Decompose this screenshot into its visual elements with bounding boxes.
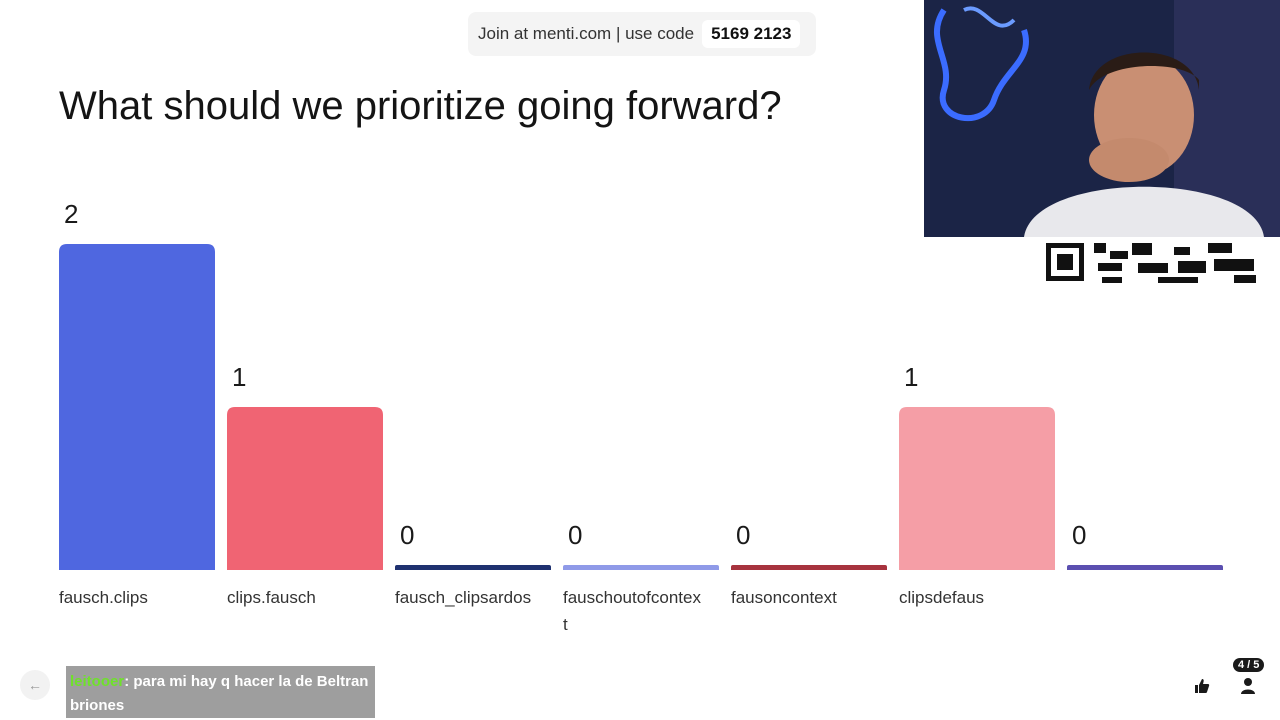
question-title: What should we prioritize going forward?: [59, 84, 782, 128]
bar-5: [731, 565, 887, 570]
thumbs-up-icon: [1195, 679, 1210, 693]
bar-1: [59, 244, 215, 570]
bar-3: [395, 565, 551, 570]
bar-value-label: 0: [1072, 520, 1086, 550]
qr-code: [1038, 237, 1266, 289]
category-label: fausch_clipsardos: [395, 588, 531, 607]
audience-button[interactable]: [1236, 674, 1260, 698]
category-label: clips.fausch: [227, 588, 316, 607]
join-text: Join at menti.com | use code: [478, 24, 695, 43]
category-label: clipsdefaus: [899, 588, 984, 607]
slide-counter: 4 / 5: [1233, 658, 1265, 672]
join-instructions: Join at menti.com | use code 5169 2123: [468, 12, 816, 56]
previous-slide-button[interactable]: ←: [20, 670, 50, 700]
bar-value-label: 2: [64, 199, 78, 229]
results-bar-chart: 2 fausch.clips 1 clips.fausch 0 fausch_clipsa…: [59, 199, 1223, 634]
chat-username: leitooer: [70, 673, 125, 690]
category-label: t: [563, 615, 568, 634]
bar-value-label: 0: [400, 520, 414, 550]
arrow-left-icon: ←: [28, 677, 42, 693]
bar-value-label: 1: [904, 362, 918, 392]
bar-7: [1067, 565, 1223, 570]
bar-2: [227, 407, 383, 570]
bar-4: [563, 565, 719, 570]
bar-value-label: 0: [568, 520, 582, 550]
bar-value-label: 1: [232, 362, 246, 392]
person-icon: [1241, 678, 1255, 694]
bar-value-label: 0: [736, 520, 750, 550]
category-label: fausoncontext: [731, 588, 837, 607]
bar-6: [899, 407, 1055, 570]
category-label: fausch.clips: [59, 588, 148, 607]
join-code: 5169 2123: [702, 20, 801, 48]
reaction-button[interactable]: [1190, 674, 1214, 698]
chat-text: : para mi hay q hacer la de Beltran brio…: [70, 673, 369, 714]
chat-message: leitooer: para mi hay q hacer la de Belt…: [66, 666, 375, 718]
webcam-overlay: [924, 0, 1280, 237]
category-label: fauschoutofcontex: [563, 588, 701, 607]
